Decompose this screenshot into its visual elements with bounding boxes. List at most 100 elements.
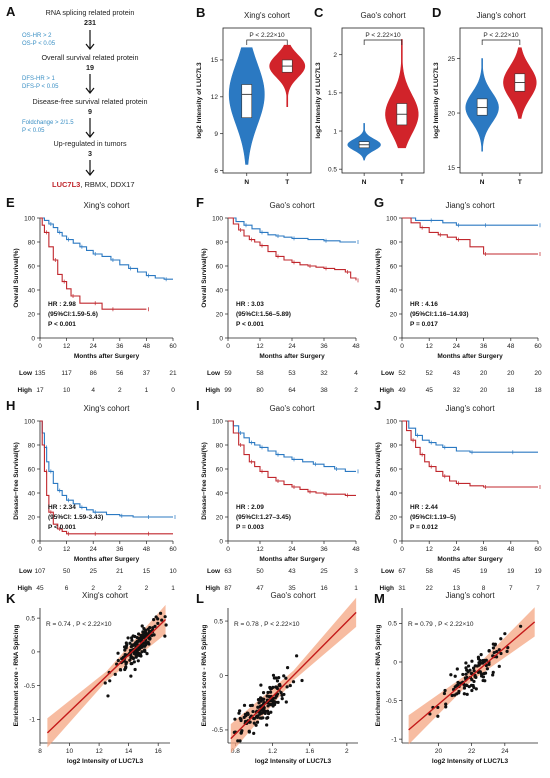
scatter-point xyxy=(145,652,149,656)
risk-table-cell: 50 xyxy=(256,568,264,575)
scatter-point xyxy=(106,694,110,698)
scatter-point xyxy=(278,684,282,688)
y-tick-label: -0.5 xyxy=(212,727,224,734)
y-tick-label: 40 xyxy=(28,287,36,294)
scatter-point xyxy=(436,705,440,710)
scatter-point xyxy=(123,667,127,672)
y-tick-label: 20 xyxy=(448,110,456,117)
risk-table-cell: 22 xyxy=(426,585,434,592)
x-tick-label: 0 xyxy=(226,343,230,350)
scatter-point xyxy=(282,674,286,678)
km-curve-high xyxy=(40,420,173,535)
y-tick-label: 0.5 xyxy=(26,615,35,622)
scatter-point xyxy=(464,661,468,665)
y-axis-label: Disease−free Survival(%) xyxy=(201,442,208,520)
scatter-point xyxy=(280,693,284,697)
chart-title: Gao's cohort xyxy=(270,591,316,600)
x-tick-label: 48 xyxy=(507,546,515,553)
risk-table-cell: 87 xyxy=(224,585,232,592)
scatter-point xyxy=(238,739,242,743)
panel-letter-i: I xyxy=(196,398,200,413)
flow-step-2-count: 19 xyxy=(86,63,94,72)
scatter-point xyxy=(472,679,476,684)
down-arrow-icon xyxy=(85,118,95,138)
risk-table-cell: 63 xyxy=(224,568,232,575)
scatter-point xyxy=(130,638,134,642)
scatter-point xyxy=(472,669,476,673)
risk-table-cell: 2 xyxy=(91,585,95,592)
y-tick-label: 80 xyxy=(28,442,36,449)
risk-table-cell: 38 xyxy=(320,387,328,394)
down-arrow-icon xyxy=(85,160,95,176)
risk-table-cell: 86 xyxy=(90,370,98,377)
scatter-point xyxy=(126,636,130,640)
x-tick-label: 60 xyxy=(169,343,177,350)
scatter-point xyxy=(453,685,457,689)
y-tick-label: 100 xyxy=(386,418,397,425)
x-tick-label: 0.8 xyxy=(231,748,240,755)
scatter-point xyxy=(151,626,155,630)
x-tick-label: 36 xyxy=(480,546,488,553)
risk-table-label-high: High xyxy=(18,387,32,394)
x-tick-label: 48 xyxy=(352,546,360,553)
scatter-point xyxy=(483,671,488,675)
panel-letter-d: D xyxy=(432,5,441,20)
hr-stat-line: (95%CI:1.59-5.6) xyxy=(48,311,98,318)
x-axis-label: log2 Intensity of LUC7L3 xyxy=(255,758,332,765)
scatter-point xyxy=(487,648,491,653)
risk-table-cell: 4 xyxy=(354,370,358,377)
y-tick-label: 100 xyxy=(212,418,223,425)
y-tick-label: 25 xyxy=(448,56,456,63)
scatter-point xyxy=(465,692,469,696)
scatter-point xyxy=(265,723,269,727)
p-value-label: P < 2.22×10 xyxy=(365,32,401,39)
scatter-point xyxy=(470,688,474,693)
scatter-point xyxy=(284,676,288,680)
x-tick-label: 16 xyxy=(155,748,163,755)
y-tick-label: 80 xyxy=(390,239,398,246)
hr-stat-line: P = 0.017 xyxy=(410,321,438,328)
scatter-point xyxy=(491,673,495,677)
panel-i: I Gao's cohort 0 20 40 60 80 100 0 12 24 36 48 Diseas… xyxy=(196,398,360,592)
scatter-point xyxy=(133,667,137,672)
y-tick-label: -0.5 xyxy=(386,698,398,705)
hr-stat-line: HR : 4.16 xyxy=(410,301,438,308)
scatter-point xyxy=(503,632,507,636)
scatter-point xyxy=(136,648,140,652)
panel-letter-f: F xyxy=(196,195,204,210)
x-tick-label: 24 xyxy=(453,343,461,350)
scatter-point xyxy=(469,683,474,687)
scatter-point xyxy=(436,714,440,718)
significance-bracket xyxy=(246,39,288,45)
y-axis-label: Overall Survival(%) xyxy=(375,248,382,307)
y-axis-label: Enrichment score - RNA Splicing xyxy=(201,625,208,727)
scatter-point xyxy=(136,651,141,655)
y-axis-label: Enrichment score - RNA Splicing xyxy=(13,625,20,727)
x-tick-label: 0 xyxy=(226,546,230,553)
box-n xyxy=(241,84,253,119)
down-arrow-icon xyxy=(85,30,95,50)
km-curve-high xyxy=(402,217,538,255)
risk-table-cell: 3 xyxy=(354,568,358,575)
y-tick-label: 0 xyxy=(31,649,35,656)
x-tick-label: 0 xyxy=(400,343,404,350)
scatter-point xyxy=(128,641,132,645)
scatter-point xyxy=(464,683,468,687)
hr-stat-line: P < 0.001 xyxy=(236,321,264,328)
scatter-point xyxy=(236,739,240,743)
x-tick-label: 36 xyxy=(480,343,488,350)
risk-table-cell: 20 xyxy=(480,387,488,394)
scatter-point xyxy=(118,668,123,672)
scatter-point xyxy=(300,678,304,683)
risk-table-cell: 58 xyxy=(256,370,264,377)
x-axis-label: log2 Intensity of LUC7L3 xyxy=(432,758,509,765)
scatter-point xyxy=(479,672,484,676)
risk-table-cell: 19 xyxy=(507,568,515,575)
y-tick-label: 60 xyxy=(216,466,224,473)
flow-criteria-1b: OS-P < 0.05 xyxy=(22,41,56,47)
scatter-point xyxy=(138,653,142,658)
panel-letter-a: A xyxy=(6,4,16,19)
x-tick-label: 48 xyxy=(352,343,360,350)
x-tick-label: T xyxy=(518,179,522,186)
